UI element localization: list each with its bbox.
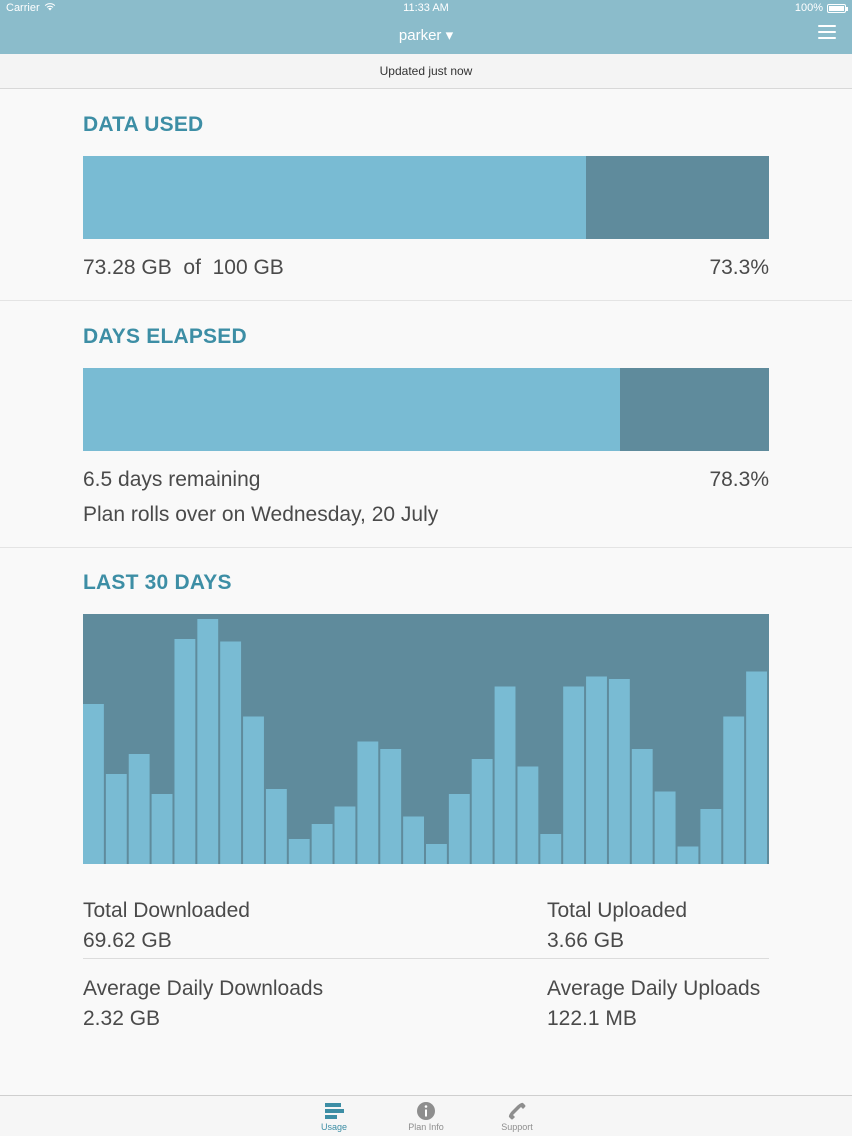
- chart-bar-day-16: [426, 844, 447, 864]
- status-right: 100%: [794, 2, 848, 14]
- data-used-summary: 73.28 GB of 100 GB: [83, 256, 284, 280]
- chart-bar-day-20: [517, 766, 539, 864]
- tab-support[interactable]: Support: [477, 1100, 557, 1132]
- avg-daily-downloads-value: 2.32 GB: [83, 1007, 161, 1030]
- chart-bar-day-28: [700, 809, 722, 864]
- section-divider: [0, 300, 852, 301]
- chart-bar-day-10: [288, 839, 310, 864]
- chart-bar-day-13: [357, 741, 379, 864]
- days-elapsed-title: DAYS ELAPSED: [83, 325, 247, 348]
- chart-bar-day-7: [220, 641, 242, 864]
- nav-bar: parker ▾: [0, 16, 852, 54]
- chart-bar-day-6: [197, 619, 219, 864]
- stats-divider: [83, 958, 769, 959]
- chart-bar-day-14: [380, 749, 402, 864]
- chart-bar-day-21: [540, 834, 562, 864]
- days-elapsed-bar: [83, 368, 769, 451]
- updated-status: Updated just now: [0, 54, 852, 89]
- avg-daily-uploads-label: Average Daily Uploads: [547, 977, 761, 1000]
- daily-usage-chart-svg: [83, 619, 767, 864]
- wifi-icon: [44, 2, 56, 14]
- tab-usage[interactable]: Usage: [294, 1100, 374, 1132]
- data-used-of: of: [183, 256, 201, 279]
- avg-daily-downloads-label: Average Daily Downloads: [83, 977, 324, 1000]
- info-icon: [386, 1100, 466, 1122]
- chart-bar-day-19: [494, 686, 516, 864]
- rollover-date: Plan rolls over on Wednesday, 20 July: [83, 503, 439, 526]
- tab-support-label: Support: [501, 1122, 533, 1132]
- daily-usage-chart: [83, 614, 769, 864]
- data-used-title: DATA USED: [83, 113, 204, 136]
- tab-bar: Usage Plan Info Support: [0, 1095, 852, 1136]
- days-elapsed-bar-fill: [83, 368, 621, 451]
- account-selector[interactable]: parker ▾: [398, 27, 454, 44]
- last-30-days-title: LAST 30 DAYS: [83, 571, 232, 594]
- phone-icon: [477, 1100, 557, 1122]
- chart-bar-day-12: [334, 806, 356, 864]
- tab-usage-label: Usage: [320, 1122, 347, 1132]
- chart-bar-day-3: [128, 754, 150, 864]
- total-uploaded-label: Total Uploaded: [547, 899, 688, 922]
- chart-bar-day-17: [448, 794, 470, 864]
- section-divider: [0, 547, 852, 548]
- days-elapsed-percent: 78.3%: [709, 468, 769, 491]
- tab-plan-info-label: Plan Info: [408, 1122, 444, 1132]
- chart-bar-day-2: [105, 774, 127, 864]
- status-time: 11:33 AM: [403, 2, 449, 14]
- chart-bar-day-15: [403, 816, 424, 864]
- chart-bar-day-9: [265, 789, 287, 864]
- data-used-bar: [83, 156, 769, 239]
- data-used-percent: 73.3%: [709, 256, 769, 279]
- days-remaining: 6.5 days remaining: [83, 468, 261, 491]
- chart-bar-day-30: [746, 671, 767, 864]
- chart-bar-day-1: [83, 704, 104, 864]
- data-used-total: 100 GB: [212, 256, 284, 279]
- total-uploaded-value: 3.66 GB: [547, 929, 625, 952]
- chart-bar-day-23: [586, 676, 607, 864]
- chart-bar-day-5: [174, 639, 196, 864]
- tab-plan-info[interactable]: Plan Info: [386, 1100, 466, 1132]
- chart-bar-day-4: [151, 794, 173, 864]
- battery-icon: [827, 3, 848, 13]
- battery-percent: 100%: [794, 2, 823, 14]
- total-downloaded-value: 69.62 GB: [83, 929, 172, 952]
- chart-bar-day-22: [563, 686, 585, 864]
- chart-bar-day-26: [654, 791, 676, 864]
- usage-icon: [294, 1100, 374, 1122]
- chart-bar-day-24: [608, 679, 630, 864]
- data-used-bar-fill: [83, 156, 586, 239]
- data-used-amount: 73.28 GB: [83, 256, 172, 279]
- chart-bar-day-25: [631, 749, 653, 864]
- status-bar: Carrier 11:33 AM 100%: [0, 0, 852, 16]
- chart-bar-day-18: [471, 759, 493, 864]
- chart-bar-day-27: [677, 846, 699, 864]
- chart-bar-day-29: [723, 716, 745, 864]
- hamburger-menu-icon[interactable]: [818, 25, 836, 41]
- carrier-label: Carrier: [6, 2, 40, 14]
- status-left: Carrier: [6, 2, 56, 14]
- chart-bar-day-8: [243, 716, 264, 864]
- total-downloaded-label: Total Downloaded: [83, 899, 250, 922]
- chart-bar-day-11: [311, 824, 333, 864]
- avg-daily-uploads-value: 122.1 MB: [547, 1007, 637, 1030]
